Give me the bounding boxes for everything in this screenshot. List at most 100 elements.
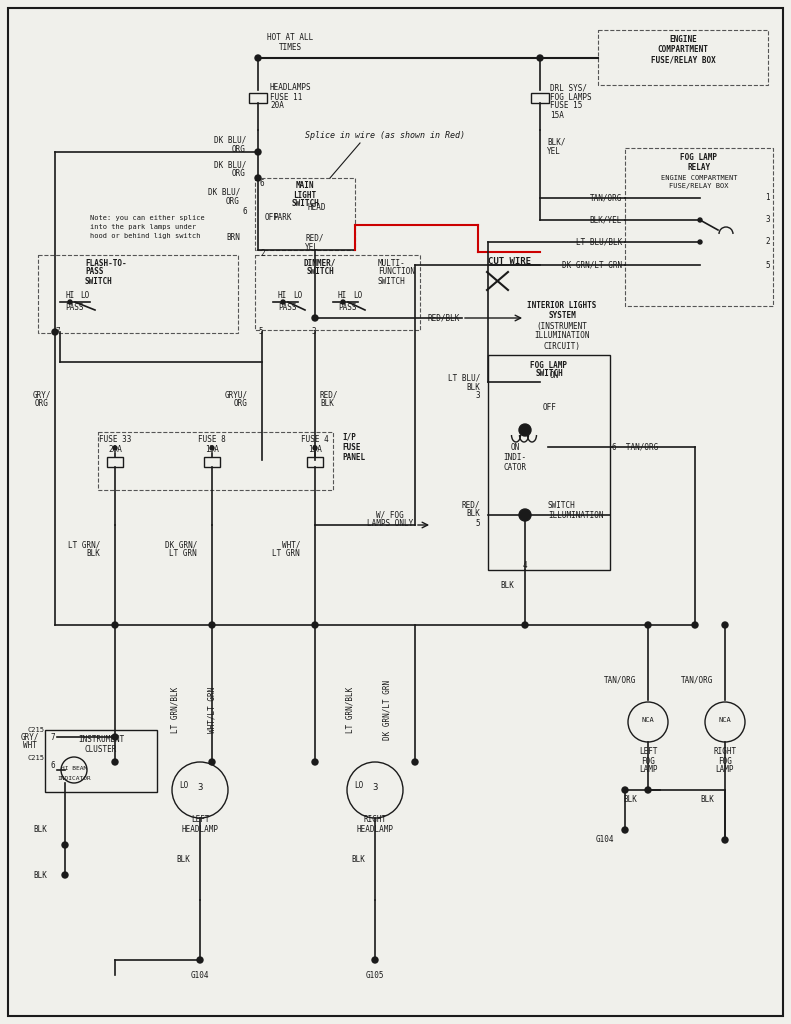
Text: FUSE/RELAY BOX: FUSE/RELAY BOX: [651, 55, 715, 65]
Circle shape: [113, 446, 117, 450]
Text: GRY/: GRY/: [21, 732, 40, 741]
Text: FUSE: FUSE: [342, 442, 361, 452]
Text: LT GRN: LT GRN: [272, 550, 300, 558]
Text: FUNCTION: FUNCTION: [378, 267, 415, 276]
Text: FOG LAMPS: FOG LAMPS: [550, 92, 592, 101]
Text: HEADLAMP: HEADLAMP: [181, 825, 218, 835]
Text: LT BLU/: LT BLU/: [448, 374, 480, 383]
Text: 3: 3: [373, 783, 377, 793]
Text: 2: 2: [766, 238, 770, 247]
Text: LT BLU/BLK: LT BLU/BLK: [576, 238, 622, 247]
Text: HEAD: HEAD: [307, 203, 326, 212]
Text: INSTRUMENT: INSTRUMENT: [78, 735, 124, 744]
Circle shape: [537, 55, 543, 61]
Circle shape: [722, 622, 728, 628]
Text: BLK: BLK: [176, 855, 190, 864]
Text: DK BLU/: DK BLU/: [214, 161, 246, 170]
Text: HI BEAM: HI BEAM: [61, 766, 87, 770]
Circle shape: [692, 622, 698, 628]
Text: DRL SYS/: DRL SYS/: [550, 84, 587, 92]
Text: YEL: YEL: [547, 146, 561, 156]
Text: LO: LO: [180, 780, 188, 790]
Text: SWITCH: SWITCH: [548, 502, 576, 511]
Text: I/P: I/P: [342, 432, 356, 441]
Text: RELAY: RELAY: [687, 163, 710, 171]
Circle shape: [519, 509, 531, 521]
Circle shape: [312, 315, 318, 321]
Text: LT GRN/BLK: LT GRN/BLK: [171, 687, 180, 733]
Text: RED/: RED/: [320, 390, 339, 399]
Text: COMPARTMENT: COMPARTMENT: [657, 45, 709, 54]
Text: BLK: BLK: [700, 796, 714, 805]
Text: 3: 3: [766, 215, 770, 224]
Circle shape: [68, 300, 72, 304]
Circle shape: [313, 446, 317, 450]
Text: MAIN: MAIN: [296, 181, 314, 190]
Text: FLASH-TO-: FLASH-TO-: [85, 258, 127, 267]
Circle shape: [412, 759, 418, 765]
Text: INDI-: INDI-: [503, 453, 527, 462]
Text: PASS: PASS: [65, 303, 84, 312]
Text: FOG: FOG: [641, 757, 655, 766]
Text: BLK: BLK: [466, 510, 480, 518]
Text: SWITCH: SWITCH: [378, 276, 406, 286]
Text: BLK: BLK: [623, 796, 637, 805]
Text: 7: 7: [56, 328, 61, 337]
Text: HI: HI: [338, 291, 347, 299]
Circle shape: [645, 787, 651, 793]
Text: into the park lamps under: into the park lamps under: [90, 224, 196, 230]
Text: BLK: BLK: [500, 581, 514, 590]
Text: DK GRN/: DK GRN/: [165, 541, 197, 550]
Text: 6  TAN/ORG: 6 TAN/ORG: [612, 442, 658, 452]
Text: ON: ON: [510, 442, 520, 452]
Circle shape: [519, 424, 531, 436]
Text: 2: 2: [260, 249, 265, 257]
Bar: [255, 255, 420, 330]
Circle shape: [255, 175, 261, 181]
Text: LO: LO: [353, 291, 362, 299]
Text: HI: HI: [278, 291, 287, 299]
Circle shape: [209, 622, 215, 628]
Text: PANEL: PANEL: [342, 453, 365, 462]
Text: FUSE 33: FUSE 33: [99, 435, 131, 444]
Text: PARK: PARK: [273, 213, 291, 222]
Text: LAMPS ONLY: LAMPS ONLY: [367, 519, 413, 528]
Text: Note: you can either splice: Note: you can either splice: [90, 215, 205, 221]
Text: RED/: RED/: [305, 233, 324, 243]
Text: CIRCUIT): CIRCUIT): [543, 341, 581, 350]
Bar: [488, 355, 610, 570]
Text: CUT WIRE: CUT WIRE: [489, 257, 532, 266]
Text: Splice in wire (as shown in Red): Splice in wire (as shown in Red): [305, 130, 465, 139]
Text: LO: LO: [80, 291, 89, 299]
Text: ORG: ORG: [226, 197, 240, 206]
Text: 7: 7: [51, 732, 55, 741]
Text: RIGHT: RIGHT: [363, 815, 387, 824]
Text: TAN/ORG: TAN/ORG: [680, 676, 713, 684]
Text: FUSE 8: FUSE 8: [198, 435, 226, 444]
Text: ENGINE COMPARTMENT: ENGINE COMPARTMENT: [660, 175, 737, 181]
Text: FUSE/RELAY BOX: FUSE/RELAY BOX: [669, 183, 729, 189]
Circle shape: [112, 734, 118, 740]
Text: ILLUMINATION: ILLUMINATION: [534, 332, 590, 341]
Bar: [531, 93, 549, 103]
Text: 3: 3: [475, 391, 480, 400]
Bar: [107, 457, 123, 467]
Circle shape: [622, 787, 628, 793]
Text: 6: 6: [242, 208, 247, 216]
Bar: [98, 432, 333, 490]
Circle shape: [52, 329, 58, 335]
Circle shape: [255, 150, 261, 155]
Text: LT GRN/: LT GRN/: [67, 541, 100, 550]
Circle shape: [209, 759, 215, 765]
Text: LT GRN: LT GRN: [169, 550, 197, 558]
Text: BLK/: BLK/: [547, 137, 566, 146]
Bar: [45, 730, 157, 792]
Text: FOG: FOG: [718, 757, 732, 766]
Text: DIMMER/: DIMMER/: [304, 258, 336, 267]
Text: 1: 1: [766, 194, 770, 203]
Text: BLK: BLK: [33, 870, 47, 880]
Text: NCA: NCA: [719, 717, 732, 723]
Text: PASS: PASS: [85, 267, 104, 276]
Bar: [204, 457, 220, 467]
Text: ORG: ORG: [232, 170, 246, 178]
